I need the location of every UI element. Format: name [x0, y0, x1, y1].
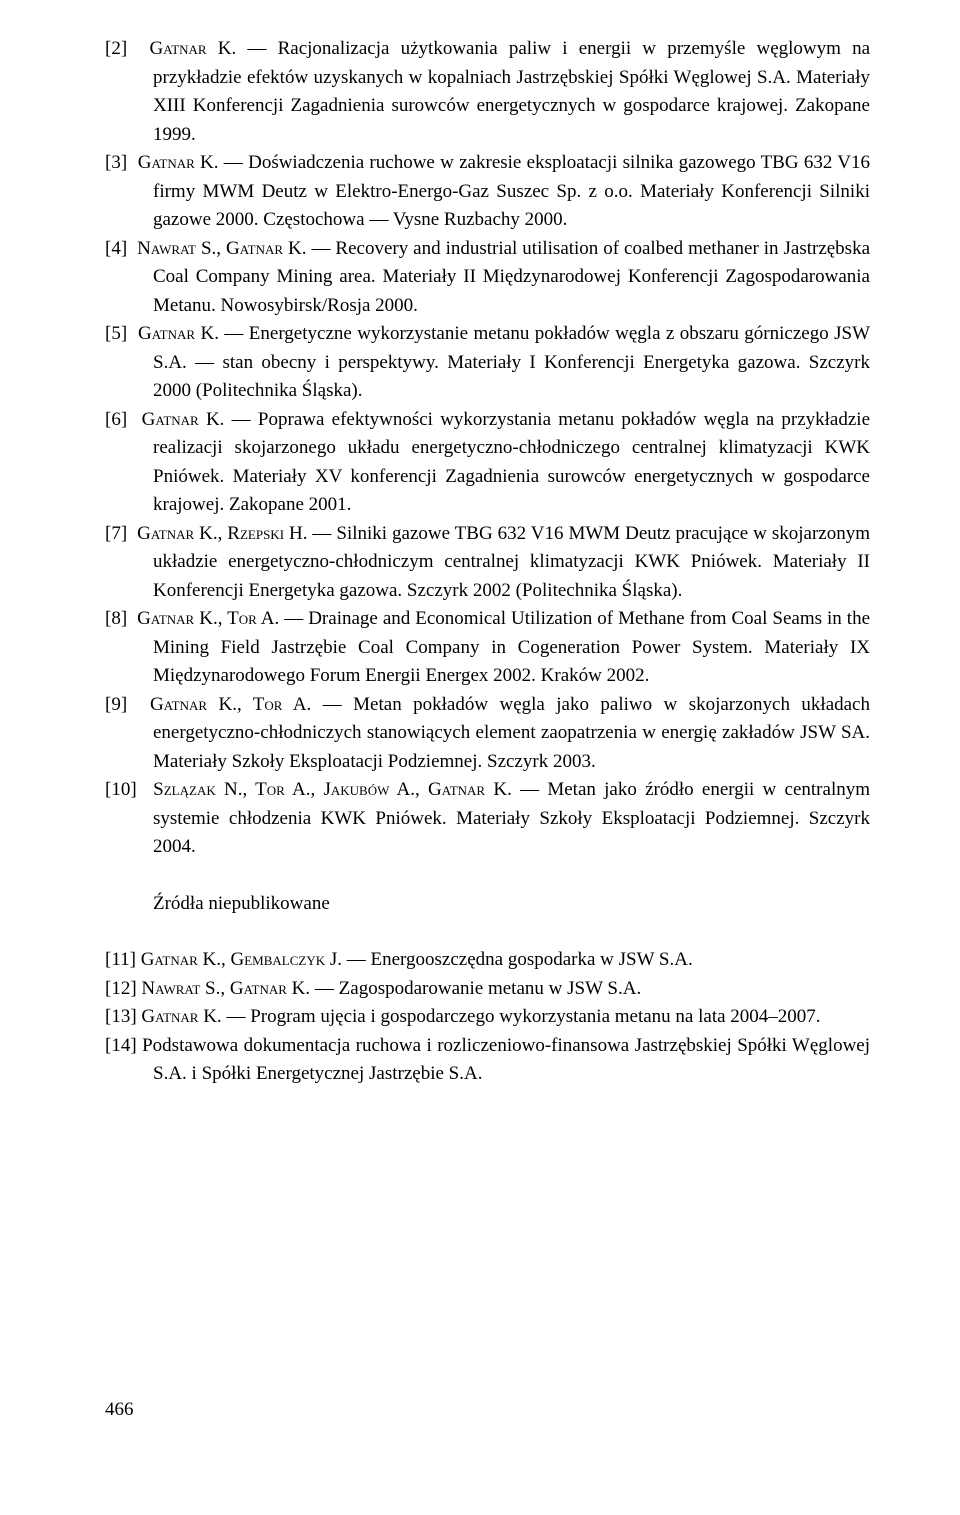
- reference-item: [12] Nawrat S., Gatnar K. — Zagospodarow…: [105, 975, 870, 1004]
- reference-item: [7] Gatnar K., Rzepski H. — Silniki gazo…: [105, 520, 870, 606]
- ref-text: — Poprawa efektywności wykorzystania met…: [153, 409, 870, 516]
- page-number: 466: [105, 1399, 870, 1421]
- ref-num: [7]: [105, 523, 127, 544]
- reference-item: [10] Szlązak N., Tor A., Jakubów A., Gat…: [105, 776, 870, 862]
- ref-author: Szlązak N., Tor A., Jakubów A., Gatnar K…: [153, 779, 512, 800]
- ref-author: Nawrat S., Gatnar K.: [141, 978, 310, 999]
- ref-num: [2]: [105, 38, 127, 59]
- ref-num: [12]: [105, 978, 137, 999]
- ref-num: [14]: [105, 1035, 137, 1056]
- reference-item: [9] Gatnar K., Tor A. — Metan pokładów w…: [105, 691, 870, 777]
- ref-text: — Zagospodarowanie metanu w JSW S.A.: [310, 978, 641, 999]
- ref-num: [10]: [105, 779, 137, 800]
- ref-author: Gatnar K., Tor A.: [137, 608, 279, 629]
- ref-author: Gatnar K., Rzepski H.: [137, 523, 307, 544]
- ref-author: Gatnar K.: [150, 38, 237, 59]
- ref-num: [3]: [105, 152, 127, 173]
- ref-author: Gatnar K., Gembalczyk J.: [141, 949, 342, 970]
- reference-item: [4] Nawrat S., Gatnar K. — Recovery and …: [105, 235, 870, 321]
- ref-author: Gatnar K.: [142, 409, 225, 430]
- ref-author: Nawrat S., Gatnar K.: [137, 238, 306, 259]
- ref-author: Gatnar K.: [141, 1006, 221, 1027]
- ref-num: [9]: [105, 694, 127, 715]
- ref-text: Podstawowa dokumentacja ruchowa i rozlic…: [142, 1035, 870, 1085]
- ref-num: [6]: [105, 409, 127, 430]
- ref-text: — Energooszczędna gospodarka w JSW S.A.: [342, 949, 693, 970]
- ref-num: [4]: [105, 238, 127, 259]
- subheading-unpublished-sources: Źródła niepublikowane: [105, 890, 870, 919]
- reference-item: [6] Gatnar K. — Poprawa efektywności wyk…: [105, 406, 870, 520]
- ref-text: — Racjonalizacja użytkowania paliw i ene…: [153, 38, 870, 145]
- reference-item: [2] Gatnar K. — Racjonalizacja użytkowan…: [105, 35, 870, 149]
- ref-num: [5]: [105, 323, 127, 344]
- reference-item: [8] Gatnar K., Tor A. — Drainage and Eco…: [105, 605, 870, 691]
- ref-text: — Energetyczne wykorzystanie metanu pokł…: [153, 323, 870, 401]
- ref-num: [13]: [105, 1006, 137, 1027]
- reference-item: [14] Podstawowa dokumentacja ruchowa i r…: [105, 1032, 870, 1089]
- reference-item: [3] Gatnar K. — Doświadczenia ruchowe w …: [105, 149, 870, 235]
- reference-item: [11] Gatnar K., Gembalczyk J. — Energoos…: [105, 946, 870, 975]
- ref-num: [11]: [105, 949, 136, 970]
- ref-text: — Program ujęcia i gospodarczego wykorzy…: [222, 1006, 821, 1027]
- ref-author: Gatnar K., Tor A.: [150, 694, 311, 715]
- ref-num: [8]: [105, 608, 127, 629]
- ref-text: — Doświadczenia ruchowe w zakresie ekspl…: [153, 152, 870, 230]
- reference-item: [5] Gatnar K. — Energetyczne wykorzystan…: [105, 320, 870, 406]
- ref-author: Gatnar K.: [138, 323, 219, 344]
- ref-author: Gatnar K.: [138, 152, 219, 173]
- reference-item: [13] Gatnar K. — Program ujęcia i gospod…: [105, 1003, 870, 1032]
